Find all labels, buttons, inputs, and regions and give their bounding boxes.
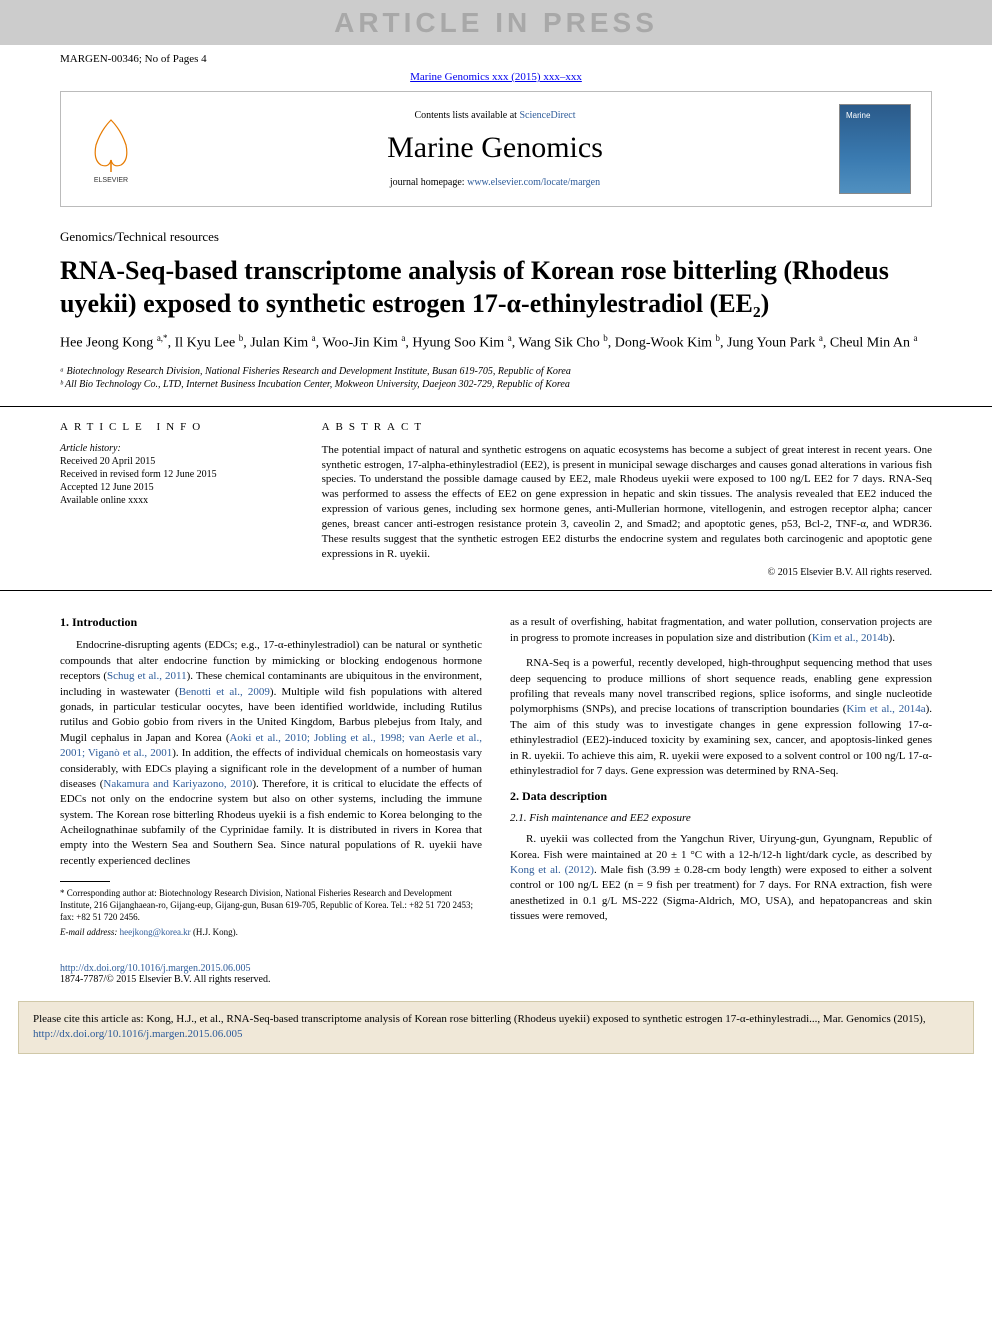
elsevier-logo: ELSEVIER [81, 110, 151, 189]
email-note: E-mail address: heejkong@korea.kr (H.J. … [60, 927, 482, 939]
fish-maintenance-subheading: 2.1. Fish maintenance and EE2 exposure [510, 812, 932, 824]
article-ref: MARGEN-00346; No of Pages 4 [60, 53, 207, 65]
abstract-text: The potential impact of natural and synt… [322, 443, 932, 562]
affiliations: ᵃ Biotechnology Research Division, Natio… [0, 366, 992, 407]
footnote-separator [60, 881, 110, 882]
author-email-link[interactable]: heejkong@korea.kr [120, 927, 191, 937]
cite-banner-doi-link[interactable]: http://dx.doi.org/10.1016/j.margen.2015.… [33, 1028, 243, 1040]
watermark-bar: ARTICLE IN PRESS [0, 0, 992, 45]
sciencedirect-link[interactable]: ScienceDirect [519, 110, 575, 121]
body-right-column: as a result of overfishing, habitat frag… [510, 615, 932, 943]
corresponding-author-note: * Corresponding author at: Biotechnology… [60, 888, 482, 923]
journal-header-center: Contents lists available at ScienceDirec… [171, 110, 819, 188]
homepage-line: journal homepage: www.elsevier.com/locat… [171, 177, 819, 188]
data-description-heading: 2. Data description [510, 789, 932, 804]
history-received: Received 20 April 2015 [60, 456, 302, 467]
svg-text:ELSEVIER: ELSEVIER [94, 177, 128, 184]
issn-copyright: 1874-7787/© 2015 Elsevier B.V. All right… [60, 974, 270, 985]
intro-heading: 1. Introduction [60, 615, 482, 630]
history-revised: Received in revised form 12 June 2015 [60, 469, 302, 480]
data-paragraph-1: R. uyekii was collected from the Yangchu… [510, 832, 932, 924]
intro-paragraph-1: Endocrine-disrupting agents (EDCs; e.g.,… [60, 638, 482, 869]
article-type: Genomics/Technical resources [0, 207, 992, 251]
copyright-line: © 2015 Elsevier B.V. All rights reserved… [322, 567, 932, 578]
homepage-link[interactable]: www.elsevier.com/locate/margen [467, 177, 600, 188]
abstract-heading: ABSTRACT [322, 421, 932, 433]
article-info-column: ARTICLE INFO Article history: Received 2… [60, 421, 322, 591]
journal-citation-link[interactable]: Marine Genomics xxx (2015) xxx–xxx [410, 71, 582, 83]
journal-cover-thumbnail [839, 104, 911, 194]
affiliation-b: ᵇ All Bio Technology Co., LTD, Internet … [60, 379, 932, 390]
body-columns: 1. Introduction Endocrine-disrupting age… [0, 591, 992, 955]
header-meta: MARGEN-00346; No of Pages 4 [0, 45, 992, 69]
doi-block: http://dx.doi.org/10.1016/j.margen.2015.… [0, 955, 992, 1001]
journal-header-box: ELSEVIER Contents lists available at Sci… [60, 91, 932, 207]
history-label: Article history: [60, 443, 302, 454]
abstract-column: ABSTRACT The potential impact of natural… [322, 421, 932, 591]
article-info-heading: ARTICLE INFO [60, 421, 302, 433]
doi-link[interactable]: http://dx.doi.org/10.1016/j.margen.2015.… [60, 963, 250, 974]
watermark-text: ARTICLE IN PRESS [334, 7, 658, 39]
history-accepted: Accepted 12 June 2015 [60, 482, 302, 493]
author-list: Hee Jeong Kong a,*, Il Kyu Lee b, Julan … [0, 332, 992, 366]
cite-this-article-banner: Please cite this article as: Kong, H.J.,… [18, 1001, 974, 1054]
intro-paragraph-3: RNA-Seq is a powerful, recently develope… [510, 656, 932, 779]
intro-paragraph-2: as a result of overfishing, habitat frag… [510, 615, 932, 646]
body-left-column: 1. Introduction Endocrine-disrupting age… [60, 615, 482, 943]
article-title: RNA-Seq-based transcriptome analysis of … [0, 251, 992, 332]
info-abstract-row: ARTICLE INFO Article history: Received 2… [0, 407, 992, 592]
history-online: Available online xxxx [60, 495, 302, 506]
journal-name: Marine Genomics [171, 131, 819, 165]
contents-line: Contents lists available at ScienceDirec… [171, 110, 819, 121]
journal-citation-line: Marine Genomics xxx (2015) xxx–xxx [0, 69, 992, 91]
affiliation-a: ᵃ Biotechnology Research Division, Natio… [60, 366, 932, 377]
